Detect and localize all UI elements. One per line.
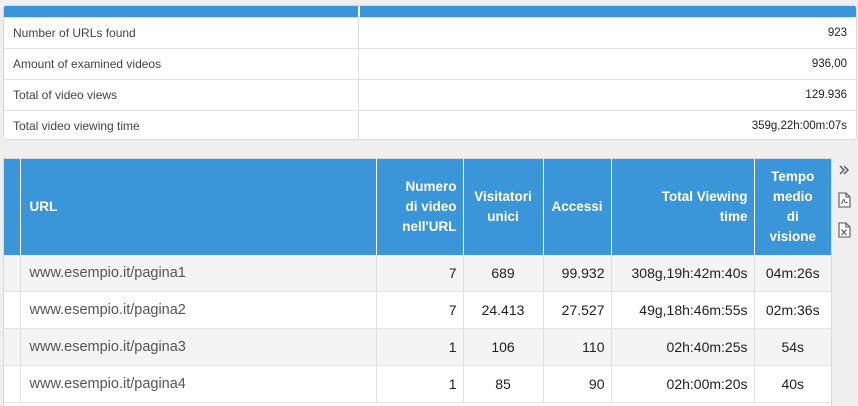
row-selector[interactable] <box>4 255 21 292</box>
summary-row: Total video viewing time 359g,22h:00m:07… <box>4 110 856 139</box>
summary-card: Number of URLs found 923 Amount of exami… <box>3 5 857 140</box>
videos-cell: 1 <box>376 328 464 366</box>
total-time-cell: 308g,19h:42m:40s <box>611 255 755 292</box>
avg-time-cell: 04m:26s <box>754 255 831 292</box>
avg-time-cell: 54s <box>754 328 831 366</box>
summary-header-bar <box>4 6 856 17</box>
summary-label: Number of URLs found <box>4 18 359 48</box>
url-cell[interactable]: www.esempio.it/pagina2 <box>20 291 377 329</box>
visitors-cell: 689 <box>463 255 544 292</box>
summary-value: 129.936 <box>805 89 847 101</box>
total-time-cell: 02h:40m:25s <box>611 328 755 366</box>
accesses-cell: 27.527 <box>543 291 612 329</box>
url-cell[interactable]: www.esempio.it/pagina1 <box>20 255 377 292</box>
row-selector-header <box>4 159 21 255</box>
visitors-cell: 24.413 <box>463 291 544 329</box>
column-header-url[interactable]: URL <box>20 159 377 255</box>
url-stats-table-card: URL Numero di video nell'URL Visitatori … <box>3 158 832 406</box>
column-header-videos[interactable]: Numero di video nell'URL <box>376 159 464 255</box>
summary-label: Total of video views <box>4 80 359 110</box>
total-time-cell: 02h:00m:20s <box>611 365 755 403</box>
summary-value: 359g,22h:00m:07s <box>751 120 847 132</box>
table-row[interactable]: www.esempio.it/pagina2 7 24.413 27.527 4… <box>4 291 831 329</box>
visitors-cell: 106 <box>463 328 544 366</box>
videos-cell: 1 <box>376 365 464 403</box>
videos-cell: 7 <box>376 255 464 292</box>
accesses-cell: 90 <box>543 365 612 403</box>
table-header-row: URL Numero di video nell'URL Visitatori … <box>4 159 831 255</box>
column-header-accesses[interactable]: Accessi <box>543 159 612 255</box>
accesses-cell: 99.932 <box>543 255 612 292</box>
avg-time-cell: 40s <box>754 365 831 403</box>
summary-value: 936,00 <box>811 58 847 70</box>
summary-row: Total of video views 129.936 <box>4 79 856 110</box>
url-cell[interactable]: www.esempio.it/pagina3 <box>20 328 377 366</box>
summary-label: Amount of examined videos <box>4 49 359 79</box>
summary-row: Amount of examined videos 936,00 <box>4 48 856 79</box>
accesses-cell: 110 <box>543 328 612 366</box>
avg-time-cell: 02m:36s <box>754 291 831 329</box>
column-header-unique-visitors[interactable]: Visitatori unici <box>463 159 544 255</box>
column-header-average-viewing-time[interactable]: Tempo medio di visione <box>754 159 831 255</box>
table-row[interactable]: www.esempio.it/pagina1 7 689 99.932 308g… <box>4 255 831 292</box>
summary-value: 923 <box>827 27 847 39</box>
row-selector[interactable] <box>4 328 21 366</box>
url-stats-table: URL Numero di video nell'URL Visitatori … <box>4 159 831 403</box>
column-header-total-viewing-time[interactable]: Total Viewing time <box>611 159 755 255</box>
summary-label: Total video viewing time <box>4 111 359 139</box>
videos-cell: 7 <box>376 291 464 329</box>
chevron-double-right-icon[interactable] <box>833 158 855 182</box>
total-time-cell: 49g,18h:46m:55s <box>611 291 755 329</box>
excel-icon[interactable] <box>833 218 855 242</box>
url-cell[interactable]: www.esempio.it/pagina4 <box>20 365 377 403</box>
table-row[interactable]: www.esempio.it/pagina3 1 106 110 02h:40m… <box>4 328 831 366</box>
table-row[interactable]: www.esempio.it/pagina4 1 85 90 02h:00m:2… <box>4 365 831 403</box>
table-side-toolbar <box>832 158 856 250</box>
visitors-cell: 85 <box>463 365 544 403</box>
row-selector[interactable] <box>4 365 21 403</box>
row-selector[interactable] <box>4 291 21 329</box>
summary-row: Number of URLs found 923 <box>4 17 856 48</box>
pdf-icon[interactable] <box>833 188 855 212</box>
